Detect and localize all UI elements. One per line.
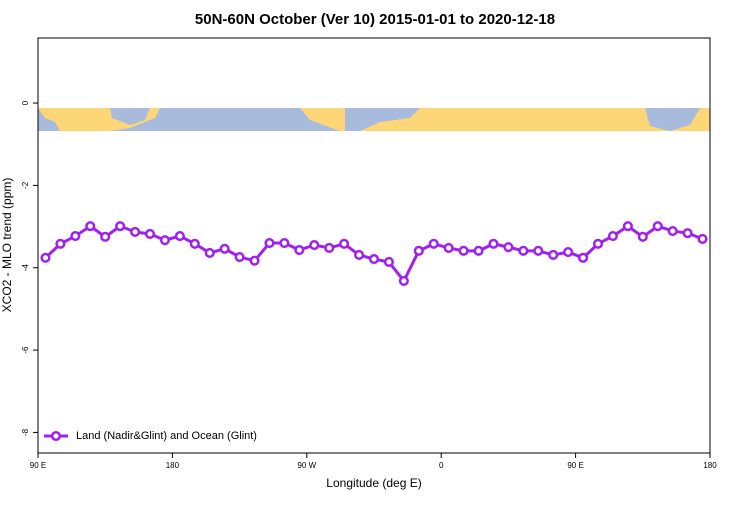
point bbox=[488, 238, 499, 249]
point bbox=[697, 233, 708, 244]
point bbox=[324, 242, 335, 254]
legend-label: Land (Nadir&Glint) and Ocean (Glint) bbox=[76, 430, 257, 442]
x-tick-label: 180 bbox=[166, 461, 180, 470]
point bbox=[234, 251, 245, 263]
point bbox=[413, 245, 424, 256]
y-tick-label: -4 bbox=[21, 264, 30, 272]
point bbox=[85, 221, 96, 232]
point bbox=[473, 245, 484, 256]
point bbox=[622, 221, 633, 232]
point bbox=[144, 228, 156, 240]
legend-marker bbox=[50, 430, 62, 442]
point bbox=[578, 252, 589, 263]
y-axis-label: XCO2 - MLO trend (ppm) bbox=[0, 178, 14, 313]
point bbox=[637, 231, 648, 242]
point bbox=[264, 237, 275, 249]
point bbox=[55, 238, 66, 249]
y-tick-label: 0 bbox=[21, 100, 30, 105]
point bbox=[40, 252, 51, 263]
x-tick-label: 90 E bbox=[30, 461, 46, 470]
chart-title: 50N-60N October (Ver 10) 2015-01-01 to 2… bbox=[195, 11, 555, 28]
point bbox=[189, 238, 200, 249]
y-tick-label: -2 bbox=[21, 181, 30, 189]
point bbox=[279, 237, 290, 249]
point bbox=[398, 275, 409, 286]
point bbox=[339, 238, 350, 249]
x-tick-label: 0 bbox=[439, 461, 444, 470]
y-tick-label: -8 bbox=[21, 428, 30, 436]
point bbox=[652, 221, 663, 232]
point bbox=[70, 230, 81, 242]
point bbox=[428, 238, 439, 249]
x-axis-label: Longitude (deg E) bbox=[326, 476, 421, 490]
x-tick-label: 90 W bbox=[297, 461, 316, 470]
point bbox=[174, 230, 185, 242]
point bbox=[667, 226, 678, 237]
point bbox=[592, 238, 604, 249]
point bbox=[443, 242, 454, 254]
point bbox=[503, 242, 514, 253]
point bbox=[548, 249, 559, 261]
point bbox=[368, 254, 380, 265]
point bbox=[159, 235, 170, 246]
point bbox=[607, 230, 618, 242]
point bbox=[682, 228, 693, 239]
point bbox=[130, 226, 141, 237]
point bbox=[563, 247, 574, 258]
point bbox=[219, 243, 230, 254]
x-tick-label: 180 bbox=[703, 461, 717, 470]
point bbox=[354, 249, 365, 261]
plot-frame bbox=[37, 37, 711, 454]
point bbox=[249, 255, 260, 266]
map-strip bbox=[38, 108, 710, 131]
point bbox=[533, 245, 544, 256]
x-tick-label: 90 E bbox=[567, 461, 583, 470]
point bbox=[309, 240, 320, 251]
point bbox=[100, 231, 111, 242]
point bbox=[294, 244, 305, 256]
series-line bbox=[44, 224, 704, 284]
point bbox=[204, 247, 215, 258]
y-tick-label: -6 bbox=[21, 346, 30, 354]
point bbox=[383, 256, 394, 268]
point bbox=[518, 245, 529, 256]
point bbox=[458, 245, 469, 256]
point bbox=[115, 221, 126, 232]
